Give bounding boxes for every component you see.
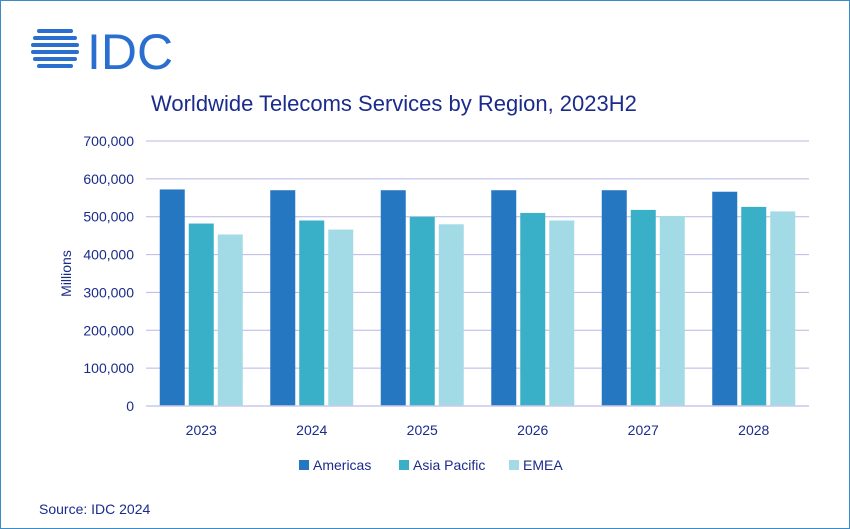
bar-americas <box>491 190 517 406</box>
y-tick-label: 100,000 <box>83 360 134 376</box>
globe-icon <box>31 29 79 68</box>
bar-emea <box>217 234 243 406</box>
x-tick-label: 2024 <box>296 422 327 438</box>
x-tick-label: 2027 <box>628 422 659 438</box>
legend-label: Americas <box>313 457 371 473</box>
bar-americas <box>380 190 406 406</box>
bar-asia-pacific <box>520 212 546 406</box>
bar-chart: 0 100,000 200,000 300,000 400,000 500,000 600,… <box>58 133 809 473</box>
bar-americas <box>712 191 738 406</box>
y-tick-label: 600,000 <box>83 171 134 187</box>
bar-americas <box>159 189 185 406</box>
x-tick-label: 2026 <box>517 422 548 438</box>
bar-asia-pacific <box>741 206 767 406</box>
x-tick-label: 2028 <box>738 422 769 438</box>
y-tick-label: 300,000 <box>83 284 134 300</box>
bar-emea <box>328 229 354 406</box>
legend-swatch <box>299 460 309 470</box>
legend-label: EMEA <box>523 457 563 473</box>
legend-swatch <box>509 460 519 470</box>
y-axis-label: Millions <box>58 250 74 297</box>
x-tick-label: 2023 <box>186 422 217 438</box>
y-tick-label: 0 <box>126 398 134 414</box>
bar-asia-pacific <box>188 223 214 406</box>
bar-americas <box>601 190 627 406</box>
bar-emea <box>549 220 575 406</box>
bar-americas <box>270 190 296 406</box>
bar-emea <box>659 215 685 406</box>
logo-text: IDC <box>87 25 173 75</box>
legend-swatch <box>399 460 409 470</box>
legend-label: Asia Pacific <box>413 457 485 473</box>
bar-asia-pacific <box>299 220 325 406</box>
bar-asia-pacific <box>409 216 435 406</box>
y-tick-label: 200,000 <box>83 322 134 338</box>
bar-asia-pacific <box>630 209 656 406</box>
y-tick-label: 400,000 <box>83 247 134 263</box>
y-tick-label: 500,000 <box>83 209 134 225</box>
bar-emea <box>438 224 464 406</box>
source-note: Source: IDC 2024 <box>39 501 151 517</box>
x-tick-label: 2025 <box>407 422 438 438</box>
idc-logo: IDC <box>31 25 173 75</box>
chart-title: Worldwide Telecoms Services by Region, 2… <box>151 91 637 116</box>
y-tick-label: 700,000 <box>83 133 134 149</box>
bar-emea <box>770 211 796 406</box>
